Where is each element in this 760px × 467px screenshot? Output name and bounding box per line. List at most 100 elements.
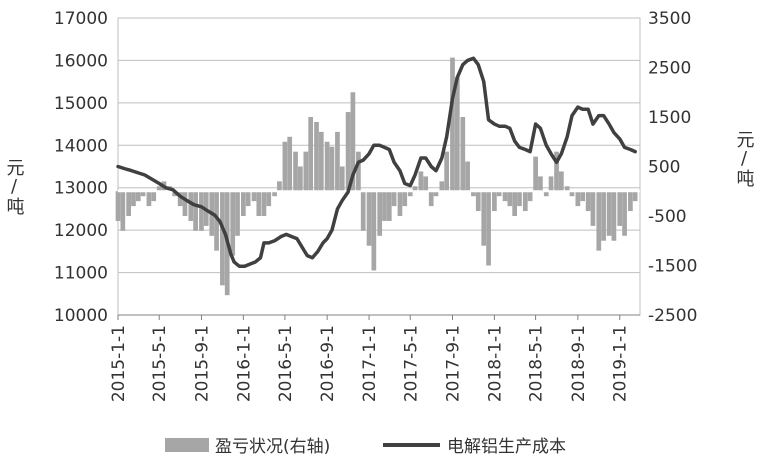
profit-bar — [199, 191, 204, 231]
x-tick-label: 2019-1-1 — [611, 325, 631, 402]
profit-bar — [115, 191, 121, 221]
left-tick-label: 11000 — [54, 264, 108, 284]
profit-bar — [590, 191, 596, 226]
left-tick-label: 14000 — [54, 136, 108, 156]
profit-bar — [548, 176, 554, 192]
profit-bar — [266, 191, 272, 207]
profit-bar — [622, 191, 627, 236]
x-tick-label: 2015-9-1 — [192, 325, 212, 402]
profit-bar — [287, 136, 293, 192]
profit-bar — [135, 191, 141, 202]
profit-bar — [601, 191, 606, 241]
profit-bar — [454, 77, 460, 192]
profit-bar — [606, 191, 612, 236]
profit-bar — [418, 171, 424, 192]
profit-bar — [543, 191, 549, 197]
profit-bar — [241, 191, 246, 216]
profit-bar — [450, 57, 455, 192]
profit-bar — [314, 121, 319, 192]
profit-bar — [193, 191, 198, 231]
profit-bar — [444, 151, 449, 192]
profit-bar — [428, 191, 434, 207]
grid-layer — [117, 17, 641, 316]
profit-bar — [324, 141, 330, 192]
profit-bar — [628, 191, 633, 212]
profit-bar — [308, 117, 314, 192]
legend-bar-label: 盈亏状况(右轴) — [215, 437, 330, 457]
profit-bar — [177, 191, 183, 207]
profit-bar — [356, 151, 361, 192]
profit-bar — [251, 191, 257, 202]
x-tick-label: 2018-5-1 — [527, 325, 547, 402]
line-layer — [116, 56, 637, 268]
x-tick-label: 2018-9-1 — [569, 325, 589, 402]
profit-bar — [486, 191, 491, 266]
profit-bar — [632, 191, 638, 202]
profit-bar — [517, 191, 522, 207]
profit-bar — [507, 191, 513, 207]
x-tick-label: 2017-9-1 — [443, 325, 463, 402]
plot-area-border — [117, 17, 641, 316]
profit-bar — [188, 191, 194, 221]
x-tick-label: 2017-5-1 — [401, 325, 421, 402]
right-axis-title: 元/吨 — [734, 130, 755, 187]
left-tick-label: 13000 — [54, 179, 108, 199]
right-tick-label: -1500 — [648, 257, 697, 277]
profit-bar — [559, 171, 564, 192]
profit-bar — [460, 117, 466, 192]
profit-bar — [569, 191, 575, 197]
right-tick-label: -500 — [648, 207, 687, 227]
right-tick-label: -2500 — [648, 306, 697, 326]
profit-bar — [318, 131, 324, 192]
profit-bar — [502, 191, 508, 202]
profit-bar — [293, 151, 298, 192]
profit-bar — [298, 166, 303, 192]
profit-bar — [402, 191, 408, 207]
profit-bar — [538, 176, 543, 192]
profit-bar — [156, 186, 162, 192]
profit-bar — [527, 191, 533, 202]
x-tick-label: 2015-5-1 — [150, 325, 170, 402]
profit-bar — [350, 92, 356, 192]
profit-bar — [345, 112, 351, 192]
right-tick-label: 1500 — [648, 108, 691, 128]
profit-bar — [277, 181, 282, 192]
profit-bar — [423, 176, 429, 192]
profit-bar — [256, 191, 262, 216]
profit-bar — [575, 191, 581, 207]
profit-bar — [377, 191, 383, 236]
profit-bar — [465, 161, 470, 192]
profit-bar — [282, 141, 288, 192]
profit-bar — [397, 191, 403, 216]
profit-bar — [522, 191, 528, 212]
profit-bar — [533, 156, 538, 192]
profit-bar — [554, 151, 559, 192]
profit-bar — [126, 191, 131, 216]
profit-bar — [172, 191, 178, 197]
profit-bar — [475, 191, 481, 212]
legend-bar-swatch — [165, 438, 209, 452]
profit-bar — [496, 191, 502, 197]
right-tick-label: 3500 — [648, 9, 691, 29]
profit-bar — [146, 191, 152, 207]
profit-bar — [140, 191, 146, 197]
x-tick-label: 2016-9-1 — [318, 325, 338, 402]
profit-bar — [433, 191, 439, 197]
profit-bar — [371, 191, 377, 271]
left-tick-label: 10000 — [54, 306, 108, 326]
left-tick-label: 12000 — [54, 221, 108, 241]
profit-bar — [335, 131, 340, 192]
profit-bar — [412, 186, 418, 192]
profit-bar — [580, 191, 585, 202]
profit-bar — [261, 191, 267, 216]
profit-bar — [481, 191, 487, 246]
profit-bar — [382, 191, 387, 221]
x-tick-label: 2018-1-1 — [485, 325, 505, 402]
left-tick-label: 15000 — [54, 94, 108, 114]
profit-bar — [366, 191, 372, 246]
profit-bar — [120, 191, 126, 231]
left-tick-label: 17000 — [54, 9, 108, 29]
profit-bar — [220, 191, 225, 286]
left-tick-label: 16000 — [54, 51, 108, 71]
axis-layer: 10000 11000 12000 13000 14000 15000 16000 17000… — [54, 9, 698, 402]
